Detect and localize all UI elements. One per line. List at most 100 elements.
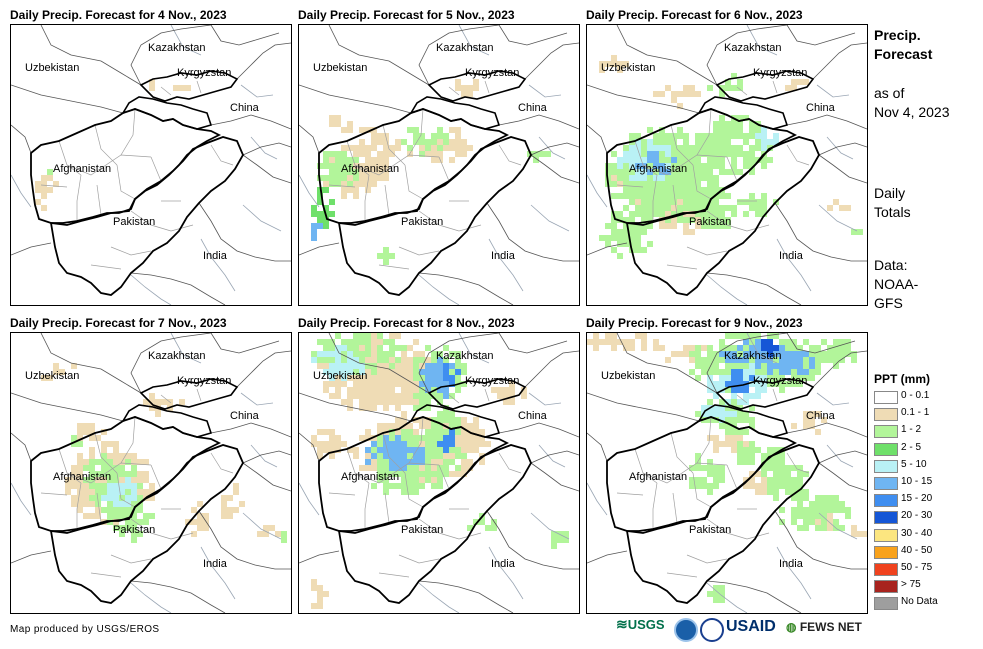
precip-cell <box>161 399 167 405</box>
precip-cell <box>743 363 749 369</box>
precip-cell <box>827 501 833 507</box>
precip-cell <box>119 507 125 513</box>
precip-cell <box>653 175 659 181</box>
precip-cell <box>689 199 695 205</box>
country-boundary <box>121 96 213 130</box>
precip-cell <box>689 91 695 97</box>
precip-cell <box>647 175 653 181</box>
precip-cell <box>323 447 329 453</box>
precip-cell <box>611 61 617 67</box>
precip-cell <box>695 453 701 459</box>
precip-cell <box>119 495 125 501</box>
precip-cell <box>335 351 341 357</box>
precip-cell <box>395 423 401 429</box>
precip-cell <box>767 369 773 375</box>
precip-cell <box>365 157 371 163</box>
precip-cell <box>713 363 719 369</box>
precip-cell <box>335 369 341 375</box>
precip-cell <box>449 441 455 447</box>
precip-cell <box>803 525 809 531</box>
province-boundary <box>328 184 356 188</box>
precip-cell <box>635 181 641 187</box>
precip-cell <box>41 181 47 187</box>
precip-cell <box>737 435 743 441</box>
precip-cell <box>389 357 395 363</box>
province-boundary <box>772 80 778 94</box>
precip-cell <box>623 241 629 247</box>
precip-cell <box>365 333 371 339</box>
precip-cell <box>839 525 845 531</box>
precip-cell <box>95 507 101 513</box>
precip-cell <box>323 181 329 187</box>
precip-cell <box>773 351 779 357</box>
river-line <box>170 25 202 56</box>
precip-cell <box>317 603 323 609</box>
precip-cell <box>41 187 47 193</box>
precip-cell <box>713 381 719 387</box>
precip-cell <box>89 477 95 483</box>
precip-cell <box>455 423 461 429</box>
precip-cell <box>695 211 701 217</box>
precip-cell <box>377 345 383 351</box>
province-boundary <box>706 210 748 232</box>
country-boundary <box>242 142 291 156</box>
precip-cell <box>743 133 749 139</box>
precip-cell <box>407 375 413 381</box>
precip-cell <box>749 205 755 211</box>
precip-cell <box>773 477 779 483</box>
river-line <box>587 174 608 208</box>
precip-cell <box>557 531 563 537</box>
precip-cell <box>737 441 743 447</box>
country-boundary <box>198 510 291 570</box>
precip-cell <box>83 465 89 471</box>
precip-cell <box>377 351 383 357</box>
country-boundary <box>299 432 320 462</box>
precip-cell <box>347 369 353 375</box>
precip-cell <box>791 483 797 489</box>
precip-cell <box>473 85 479 91</box>
precip-grid <box>35 79 191 211</box>
province-boundary <box>616 184 644 188</box>
precip-cell <box>437 423 443 429</box>
precip-cell <box>467 423 473 429</box>
precip-cell <box>221 513 227 519</box>
precip-cell <box>419 387 425 393</box>
precip-cell <box>365 453 371 459</box>
precip-cell <box>323 151 329 157</box>
precip-cell <box>671 217 677 223</box>
precip-cell <box>695 205 701 211</box>
country-label-kazakhstan: Kazakhstan <box>436 350 494 362</box>
precip-cell <box>659 193 665 199</box>
country-label-india: India <box>779 558 803 570</box>
precip-cell <box>131 519 137 525</box>
precip-cell <box>737 85 743 91</box>
panel-title: Daily Precip. Forecast for 8 Nov., 2023 <box>298 316 515 330</box>
precip-cell <box>335 387 341 393</box>
precip-cell <box>353 351 359 357</box>
precip-cell <box>425 423 431 429</box>
province-boundary <box>404 472 424 508</box>
precip-cell <box>641 169 647 175</box>
country-boundary <box>130 272 226 305</box>
legend-label: 50 - 75 <box>901 562 933 573</box>
precip-cell <box>761 465 767 471</box>
precip-cell <box>347 157 353 163</box>
precip-cell <box>755 483 761 489</box>
precip-cell <box>419 465 425 471</box>
precip-cell <box>677 91 683 97</box>
map-canvas <box>299 333 579 613</box>
precip-cell <box>623 345 629 351</box>
precip-cell <box>359 351 365 357</box>
precip-cell <box>425 393 431 399</box>
country-boundary <box>812 42 867 80</box>
precip-cell <box>755 375 761 381</box>
precip-cell <box>137 507 143 513</box>
precip-cell <box>701 133 707 139</box>
country-boundary <box>587 84 700 114</box>
precip-cell <box>833 363 839 369</box>
precip-cell <box>725 399 731 405</box>
precip-cell <box>731 429 737 435</box>
credit-text: Map produced by USGS/EROS <box>10 624 160 635</box>
precip-cell <box>809 345 815 351</box>
precip-cell <box>695 351 701 357</box>
